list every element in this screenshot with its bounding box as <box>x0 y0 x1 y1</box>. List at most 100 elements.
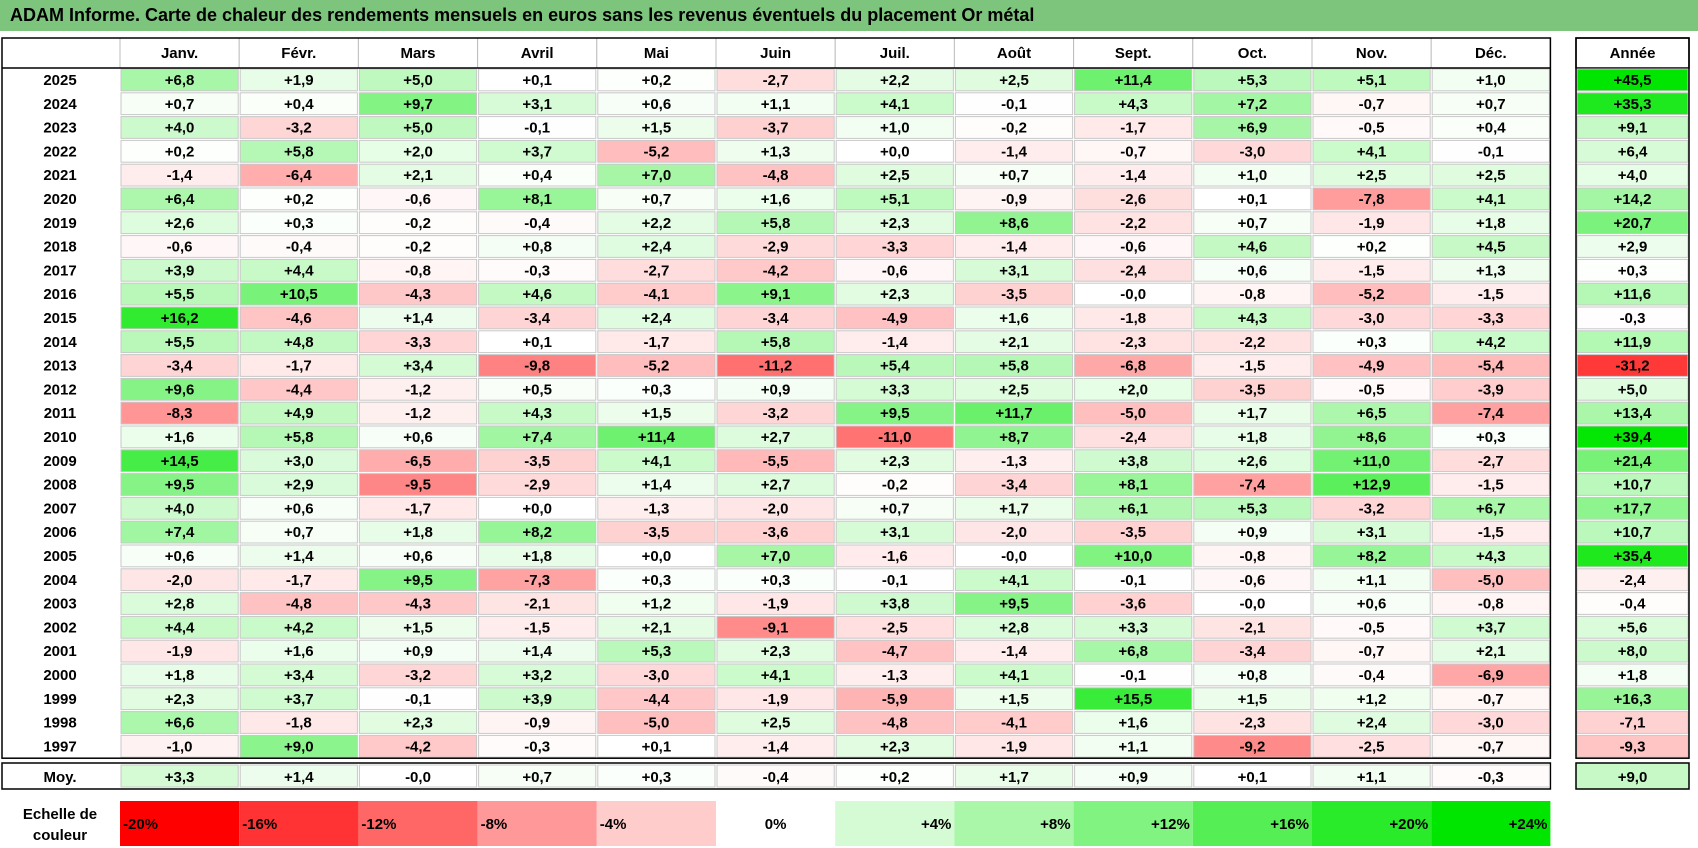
heatmap-cell-value: +2,6 <box>165 215 195 232</box>
scale-swatch-label: +20% <box>1389 816 1428 833</box>
heatmap-cell-value: -0,0 <box>1239 596 1265 613</box>
heatmap-cell-value: -3,6 <box>763 524 789 541</box>
heatmap-cell <box>239 711 358 734</box>
annual-cell-value: -2,4 <box>1620 572 1647 589</box>
heatmap-cell-value: +4,4 <box>165 619 195 636</box>
heatmap-cell <box>239 520 358 544</box>
annual-header-label: Année <box>1610 45 1656 62</box>
annual-cell-value: +45,5 <box>1614 72 1652 89</box>
heatmap-cell-value: +1,0 <box>880 120 910 137</box>
heatmap-cell <box>954 377 1074 401</box>
scale-swatch <box>1192 801 1312 846</box>
heatmap-cell-value: +0,3 <box>642 381 672 398</box>
heatmap-cell <box>1312 282 1431 306</box>
heatmap-cell <box>954 163 1074 187</box>
heatmap-cell-value: -3,5 <box>524 453 550 470</box>
heatmap-cell-value: -2,3 <box>1239 715 1265 732</box>
heatmap-cell-value: +1,6 <box>284 643 314 660</box>
heatmap-cell-value: +0,0 <box>522 500 552 517</box>
annual-cell <box>1576 187 1689 211</box>
heatmap-cell-value: -1,4 <box>1120 167 1147 184</box>
annual-cell <box>1576 663 1689 687</box>
scale-swatch-label: +12% <box>1151 816 1190 833</box>
heatmap-cell-value: +0,2 <box>165 143 195 160</box>
year-label: 1999 <box>43 691 76 708</box>
heatmap-cell-value: -11,2 <box>759 358 792 375</box>
heatmap-cell <box>1431 258 1550 282</box>
heatmap-cell-value: +0,1 <box>1238 191 1268 208</box>
heatmap-cell <box>239 187 358 211</box>
scale-swatch-label: 0% <box>765 816 787 833</box>
heatmap-cell <box>120 354 239 377</box>
heatmap-cell <box>1074 139 1193 163</box>
heatmap-cell <box>1431 187 1550 211</box>
heatmap-cell <box>1074 401 1193 425</box>
heatmap-cell <box>358 568 478 592</box>
heatmap-cell <box>1312 92 1431 116</box>
heatmap-cell-value: -0,8 <box>1239 548 1265 565</box>
heatmap-cell <box>1193 163 1312 187</box>
heatmap-cell-value: +0,7 <box>1238 215 1268 232</box>
heatmap-cell-value: +4,2 <box>284 619 314 636</box>
heatmap-cell-value: +3,8 <box>880 596 910 613</box>
heatmap-cell <box>835 330 954 354</box>
heatmap-cell-value: +1,4 <box>403 310 433 327</box>
scale-swatch <box>1312 801 1432 846</box>
heatmap-cell-value: -1,4 <box>1001 643 1028 660</box>
heatmap-cell-value: +3,1 <box>999 262 1029 279</box>
heatmap-cell <box>1074 282 1193 306</box>
heatmap-cell <box>120 592 239 615</box>
heatmap-cell-value: +1,4 <box>522 643 552 660</box>
heatmap-cell <box>954 68 1074 92</box>
heatmap-cell-value: +0,7 <box>642 191 672 208</box>
heatmap-cell <box>1193 711 1312 734</box>
heatmap-cell <box>358 639 478 663</box>
year-label: 2015 <box>43 310 76 327</box>
heatmap-cell-value: +6,8 <box>1118 643 1148 660</box>
heatmap-cell <box>1431 473 1550 496</box>
heatmap-cell-value: +1,8 <box>165 667 195 684</box>
heatmap-cell <box>1312 639 1431 663</box>
heatmap-cell-value: +4,2 <box>1476 334 1506 351</box>
year-label: 2013 <box>43 358 76 375</box>
average-cell-value: +3,3 <box>165 769 195 786</box>
heatmap-cell-value: -5,0 <box>643 715 669 732</box>
heatmap-cell-value: -0,7 <box>1478 738 1504 755</box>
heatmap-cell <box>120 116 239 139</box>
heatmap-cell <box>954 139 1074 163</box>
heatmap-cell-value: -1,9 <box>1359 215 1385 232</box>
heatmap-cell-value: +5,0 <box>403 120 433 137</box>
heatmap-cell-value: +0,4 <box>284 96 314 113</box>
heatmap-cell-value: -1,2 <box>405 405 431 422</box>
heatmap-cell-value: +2,3 <box>403 715 433 732</box>
heatmap-cell-value: +0,5 <box>522 381 552 398</box>
heatmap-cell-value: +0,8 <box>522 239 552 256</box>
heatmap-cell-value: +9,5 <box>165 477 195 494</box>
heatmap-cell <box>239 282 358 306</box>
heatmap-cell-value: +6,6 <box>165 715 195 732</box>
heatmap-cell <box>954 639 1074 663</box>
year-label: 2007 <box>43 500 76 517</box>
heatmap-cell-value: -3,4 <box>763 310 790 327</box>
heatmap-cell-value: +2,9 <box>284 477 314 494</box>
annual-cell-value: +2,9 <box>1618 239 1648 256</box>
heatmap-cell-value: -9,1 <box>763 619 789 636</box>
heatmap-cell <box>239 639 358 663</box>
heatmap-cell-value: -6,9 <box>1478 667 1504 684</box>
average-cell <box>120 764 239 788</box>
annual-cell <box>1576 377 1689 401</box>
heatmap-cell-value: +6,5 <box>1357 405 1387 422</box>
heatmap-cell-value: -6,4 <box>286 167 313 184</box>
heatmap-cell-value: -1,4 <box>763 738 790 755</box>
annual-cell-value: +8,0 <box>1618 643 1648 660</box>
average-annual-value: +9,0 <box>1618 769 1648 786</box>
heatmap-cell <box>1312 258 1431 282</box>
annual-cell-value: -31,2 <box>1615 358 1649 375</box>
heatmap-cell-value: -0,4 <box>1359 667 1386 684</box>
average-cell <box>597 764 716 788</box>
heatmap-cell <box>239 401 358 425</box>
heatmap-cell-value: +0,2 <box>642 72 672 89</box>
heatmap-cell-value: +5,8 <box>284 429 314 446</box>
heatmap-cell <box>716 734 835 758</box>
heatmap-cell-value: +2,6 <box>1238 453 1268 470</box>
